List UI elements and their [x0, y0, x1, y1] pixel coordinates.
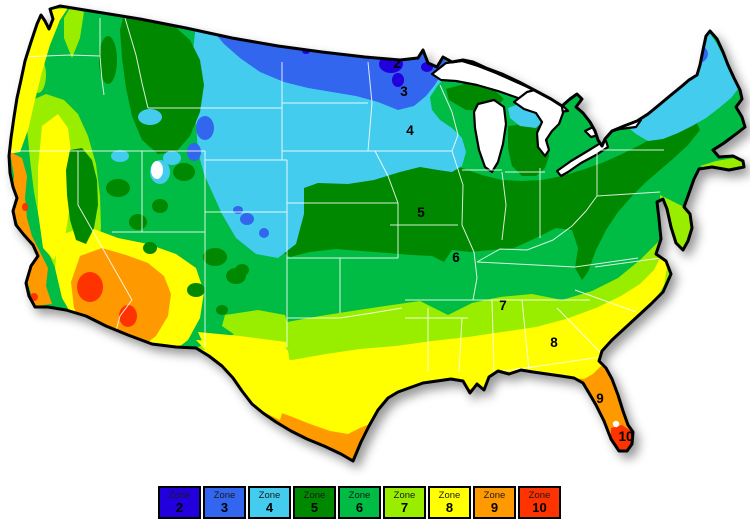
- us-hardiness-zone-map: 2 3 4 5 6 7 8 9 10: [7, 4, 747, 463]
- inland-lakes: [151, 161, 620, 428]
- us-outline: [7, 4, 747, 463]
- legend-item-zone-10: Zone 10: [518, 486, 561, 519]
- zone-label-10: 10: [618, 429, 633, 444]
- legend-word: Zone: [393, 489, 416, 501]
- state-borders: [9, 17, 669, 373]
- legend-word: Zone: [303, 489, 326, 501]
- zone-label-6: 6: [452, 250, 460, 265]
- legend-number: 9: [490, 499, 499, 515]
- legend-word: Zone: [168, 489, 191, 501]
- legend-item-zone-9: Zone 9: [473, 486, 516, 519]
- legend-number: 2: [175, 499, 184, 515]
- legend-number: 10: [532, 499, 547, 515]
- zone-label-9: 9: [596, 391, 604, 406]
- zone-map-labels: 2 3 4 5 6 7 8 9 10: [393, 56, 633, 444]
- legend-number: 7: [400, 499, 409, 515]
- legend-word: Zone: [483, 489, 506, 501]
- legend-item-zone-6: Zone 6: [338, 486, 381, 519]
- zone-10-region: [611, 425, 633, 450]
- legend-item-zone-4: Zone 4: [248, 486, 291, 519]
- legend-word: Zone: [348, 489, 371, 501]
- great-salt-lake: [151, 161, 163, 179]
- legend-word: Zone: [213, 489, 236, 501]
- legend-item-zone-5: Zone 5: [293, 486, 336, 519]
- legend-number: 3: [220, 499, 229, 515]
- lake-erie: [555, 139, 610, 178]
- legend-word: Zone: [528, 489, 551, 501]
- legend-word: Zone: [438, 489, 461, 501]
- lake-okeechobee: [612, 420, 620, 428]
- legend-number: 5: [310, 499, 319, 515]
- legend-word: Zone: [258, 489, 281, 501]
- legend-number: 4: [265, 499, 274, 515]
- zone-label-8: 8: [550, 335, 558, 350]
- zone-label-4: 4: [406, 123, 414, 138]
- zone-label-7: 7: [499, 298, 507, 313]
- zone-legend: Zone 2 Zone 3 Zone 4 Zone 5 Zone 6 Zone …: [158, 486, 561, 519]
- legend-item-zone-2: Zone 2: [158, 486, 201, 519]
- legend-item-zone-8: Zone 8: [428, 486, 471, 519]
- zone-label-2: 2: [393, 56, 401, 71]
- legend-number: 6: [355, 499, 364, 515]
- hardiness-map-canvas: 2 3 4 5 6 7 8 9 10: [7, 4, 747, 463]
- legend-item-zone-7: Zone 7: [383, 486, 426, 519]
- zone-label-3: 3: [400, 84, 408, 99]
- legend-item-zone-3: Zone 3: [203, 486, 246, 519]
- lake-michigan: [472, 98, 508, 174]
- legend-number: 8: [445, 499, 454, 515]
- zone-label-5: 5: [417, 205, 425, 220]
- zone-6-coastal-strip: [688, 110, 739, 170]
- zone-8-region: [195, 258, 668, 461]
